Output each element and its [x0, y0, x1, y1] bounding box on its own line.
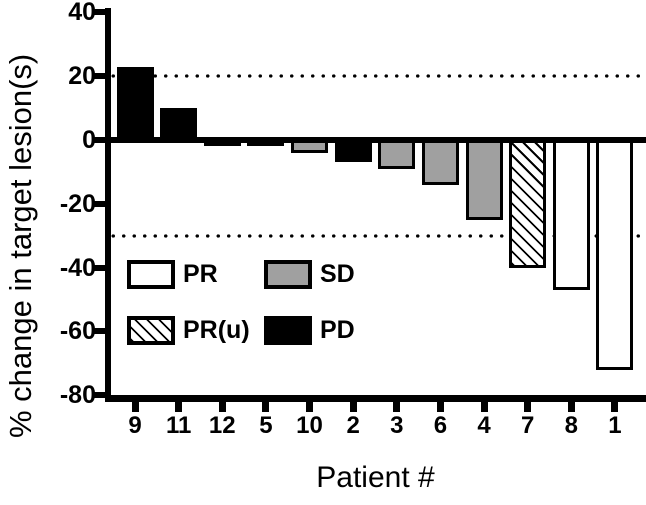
x-tick-label-4: 4 [477, 412, 491, 439]
x-tick-12 [218, 402, 226, 412]
legend-label-pru: PR(u) [183, 316, 250, 344]
x-tick-2 [349, 402, 357, 412]
y-tick-label--60: -60 [59, 317, 96, 346]
x-tick-label-7: 7 [521, 412, 535, 439]
bar-patient-8 [552, 140, 590, 290]
zero-baseline [105, 137, 646, 143]
y-tick--40 [93, 264, 105, 271]
x-tick-1 [611, 402, 619, 412]
x-tick-label-5: 5 [259, 412, 273, 439]
legend-label-sd: SD [320, 260, 355, 288]
x-tick-7 [524, 402, 532, 412]
y-tick--60 [93, 328, 105, 335]
y-tick-label-40: 40 [68, 0, 96, 27]
y-tick-0 [93, 137, 105, 143]
x-tick-5 [262, 402, 270, 412]
x-tick-label-8: 8 [564, 412, 579, 439]
y-tick-40 [93, 9, 105, 16]
reference-line--30 [108, 233, 644, 238]
x-tick-label-2: 2 [346, 412, 360, 439]
y-axis-line [105, 8, 111, 402]
legend-swatch-pr [127, 260, 175, 289]
y-tick-label-0: 0 [82, 126, 96, 154]
x-tick-label-6: 6 [433, 412, 448, 439]
legend-swatch-pru [127, 316, 175, 345]
x-tick-11 [175, 402, 183, 412]
legend-swatch-pd [264, 316, 312, 345]
bar-patient-1 [596, 140, 634, 370]
bar-patient-6 [421, 140, 459, 185]
y-tick-label--20: -20 [59, 189, 96, 218]
legend-item-pru: PR(u) [127, 316, 264, 345]
x-tick-9 [131, 402, 139, 412]
legend-swatch-sd [264, 260, 312, 289]
x-tick-6 [436, 402, 444, 412]
x-tick-10 [306, 402, 314, 412]
bar-patient-9 [116, 66, 154, 140]
x-tick-4 [480, 402, 488, 412]
legend-item-pd: PD [264, 316, 355, 345]
bar-patient-7 [509, 140, 547, 268]
x-tick-label-9: 9 [128, 412, 142, 439]
x-tick-label-3: 3 [390, 412, 404, 439]
bar-patient-11 [160, 108, 198, 140]
y-tick--20 [93, 200, 105, 207]
x-axis-title: Patient # [316, 461, 435, 494]
legend-label-pr: PR [183, 260, 218, 288]
x-tick-8 [567, 402, 575, 412]
x-tick-label-1: 1 [608, 412, 622, 439]
x-tick-label-12: 12 [208, 412, 236, 439]
bar-patient-4 [465, 140, 503, 220]
y-tick-label-20: 20 [68, 62, 96, 91]
bar-patient-2 [334, 140, 372, 163]
y-tick--80 [93, 392, 105, 399]
x-tick-3 [393, 402, 401, 412]
reference-line-20 [108, 74, 644, 79]
y-tick-20 [93, 73, 105, 80]
y-tick-label--40: -40 [59, 253, 96, 282]
x-tick-label-11: 11 [165, 412, 192, 439]
legend-label-pd: PD [320, 316, 355, 344]
legend: PR SD PR(u) PD [127, 260, 355, 345]
y-tick-label--80: -80 [59, 381, 96, 410]
x-tick-label-10: 10 [296, 412, 323, 439]
legend-item-pr: PR [127, 260, 264, 289]
x-axis-line [105, 395, 646, 402]
bar-patient-3 [378, 140, 416, 169]
legend-item-sd: SD [264, 260, 355, 289]
